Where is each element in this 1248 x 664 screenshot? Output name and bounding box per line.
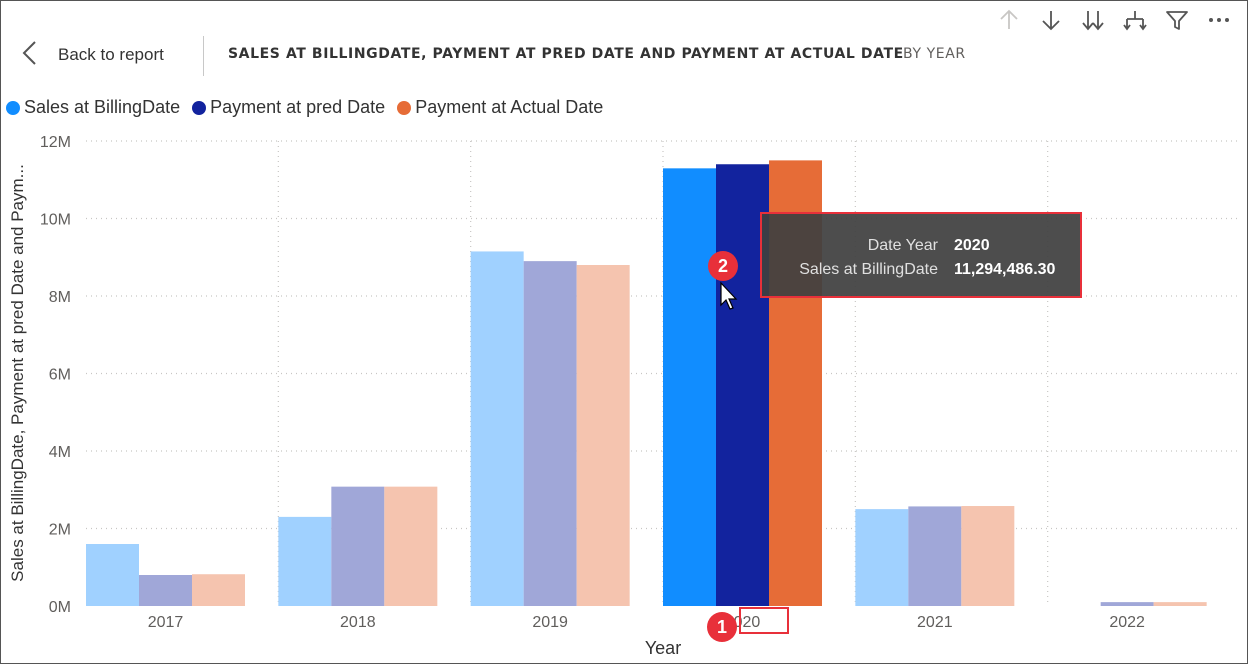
y-axis-title: Sales at BillingDate, Payment at pred Da… xyxy=(8,164,27,582)
y-tick-label: 2M xyxy=(49,522,71,539)
y-tick-label: 12M xyxy=(40,134,71,151)
x-tick-label: 2022 xyxy=(1109,614,1145,631)
x-axis-title: Year xyxy=(645,638,681,658)
visual-header: Back to report SALES AT BILLINGDATE, PAY… xyxy=(0,30,1248,78)
highlight-box-2020-label xyxy=(739,607,789,634)
bar-2020-series-0[interactable] xyxy=(663,168,716,606)
bar-2022-series-1[interactable] xyxy=(1100,602,1154,606)
legend-dot-icon xyxy=(397,100,412,115)
x-tick-label: 2018 xyxy=(340,614,376,631)
visual-subtitle: BY YEAR xyxy=(903,46,966,62)
y-tick-label: 8M xyxy=(49,289,71,306)
tooltip-key-date-year: Date Year xyxy=(867,237,938,254)
legend-dot-icon xyxy=(6,100,20,115)
visual-title: SALES AT BILLINGDATE, PAYMENT AT PRED DA… xyxy=(228,46,904,62)
bar-2021-series-0[interactable] xyxy=(855,509,909,606)
header-divider xyxy=(203,36,204,76)
bar-2021-series-2[interactable] xyxy=(961,506,1015,606)
annotation-marker-1: 1 xyxy=(707,612,737,642)
tooltip-value-sales: 11,294,486.30 xyxy=(954,261,1056,278)
annotation-marker-2: 2 xyxy=(708,251,738,281)
legend-label: Sales at BillingDate xyxy=(24,97,181,117)
legend-label: Payment at pred Date xyxy=(210,97,386,117)
y-tick-label: 4M xyxy=(49,444,71,461)
y-tick-label: 0M xyxy=(49,599,71,616)
y-tick-label: 10M xyxy=(40,212,71,229)
expand-hierarchy-icon[interactable] xyxy=(1116,6,1154,34)
x-tick-label: 2017 xyxy=(148,614,184,631)
back-to-report-button[interactable]: Back to report xyxy=(20,40,164,70)
y-tick-label: 6M xyxy=(49,367,71,384)
tooltip-value-date-year: 2020 xyxy=(954,237,990,254)
bar-2019-series-1[interactable] xyxy=(523,261,577,606)
filter-icon[interactable] xyxy=(1158,6,1196,34)
x-tick-label: 2021 xyxy=(917,614,953,631)
bar-2017-series-2[interactable] xyxy=(192,574,245,606)
chevron-left-icon xyxy=(20,40,40,70)
legend-dot-icon xyxy=(192,100,207,115)
chart-legend: Sales at BillingDate Payment at pred Date… xyxy=(6,97,603,118)
double-arrow-down-icon[interactable] xyxy=(1074,6,1112,34)
arrow-down-icon[interactable] xyxy=(1032,6,1070,34)
bar-2017-series-1[interactable] xyxy=(139,575,192,606)
bar-2019-series-2[interactable] xyxy=(576,265,630,606)
legend-item-0[interactable]: Sales at BillingDate xyxy=(6,97,180,118)
chart-tooltip: Date Year 2020 Sales at BillingDate 11,2… xyxy=(760,212,1082,298)
bar-2018-series-2[interactable] xyxy=(384,486,438,606)
bar-2019-series-0[interactable] xyxy=(470,251,524,606)
visual-toolbar xyxy=(990,6,1238,34)
mouse-cursor-icon xyxy=(720,281,738,310)
back-to-report-label: Back to report xyxy=(58,45,164,64)
legend-item-1[interactable]: Payment at pred Date xyxy=(192,97,385,118)
legend-label: Payment at Actual Date xyxy=(415,97,604,117)
bar-2018-series-1[interactable] xyxy=(331,486,385,606)
bar-2022-series-2[interactable] xyxy=(1153,602,1207,606)
tooltip-key-sales: Sales at BillingDate xyxy=(799,261,938,278)
bar-2017-series-0[interactable] xyxy=(86,544,139,606)
bar-2018-series-0[interactable] xyxy=(278,516,332,606)
legend-item-2[interactable]: Payment at Actual Date xyxy=(397,97,603,118)
bar-2021-series-1[interactable] xyxy=(908,506,962,606)
x-tick-label: 2019 xyxy=(532,614,568,631)
more-options-icon[interactable] xyxy=(1200,6,1238,34)
arrow-up-icon[interactable] xyxy=(990,6,1028,34)
